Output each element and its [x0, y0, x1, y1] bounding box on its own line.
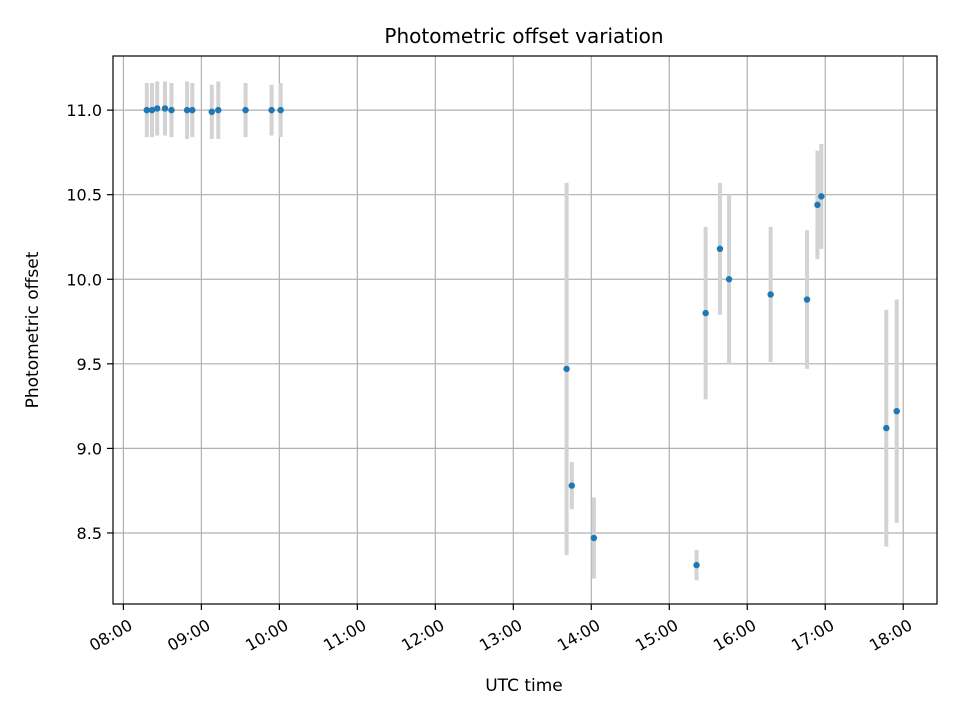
data-point — [268, 106, 275, 114]
y-axis-label: Photometric offset — [23, 251, 43, 408]
data-point — [183, 106, 191, 114]
data-point — [161, 105, 169, 112]
y-tick-label: 10.0 — [66, 270, 102, 289]
data-point — [814, 201, 821, 209]
data-point — [153, 105, 161, 112]
data-point — [208, 108, 215, 116]
grid-layer — [113, 56, 937, 604]
data-point — [767, 291, 774, 298]
data-point — [590, 534, 598, 542]
chart-title: Photometric offset variation — [384, 24, 663, 48]
data-point — [568, 482, 575, 489]
data-point — [168, 106, 175, 114]
data-point — [716, 245, 724, 253]
data-point — [893, 407, 900, 415]
plot-frame — [112, 55, 938, 605]
data-point — [215, 106, 222, 114]
data-point — [818, 193, 825, 200]
data-point — [883, 424, 890, 432]
data-point — [242, 106, 249, 114]
y-tick-label: 8.5 — [77, 524, 102, 543]
y-tick-label: 11.0 — [66, 101, 102, 120]
data-point — [143, 106, 150, 114]
data-point — [725, 276, 733, 283]
y-tick-label: 9.5 — [77, 355, 102, 374]
y-tick-label: 10.5 — [66, 186, 102, 205]
data-point — [563, 365, 570, 373]
data-point — [189, 106, 196, 114]
data-point — [277, 106, 284, 114]
data-point — [803, 296, 811, 303]
data-point — [693, 561, 700, 569]
y-tick-label: 9.0 — [77, 439, 102, 458]
data-point — [148, 106, 156, 114]
data-point — [702, 309, 709, 317]
x-axis-label: UTC time — [485, 676, 563, 696]
point-layer — [143, 105, 900, 569]
